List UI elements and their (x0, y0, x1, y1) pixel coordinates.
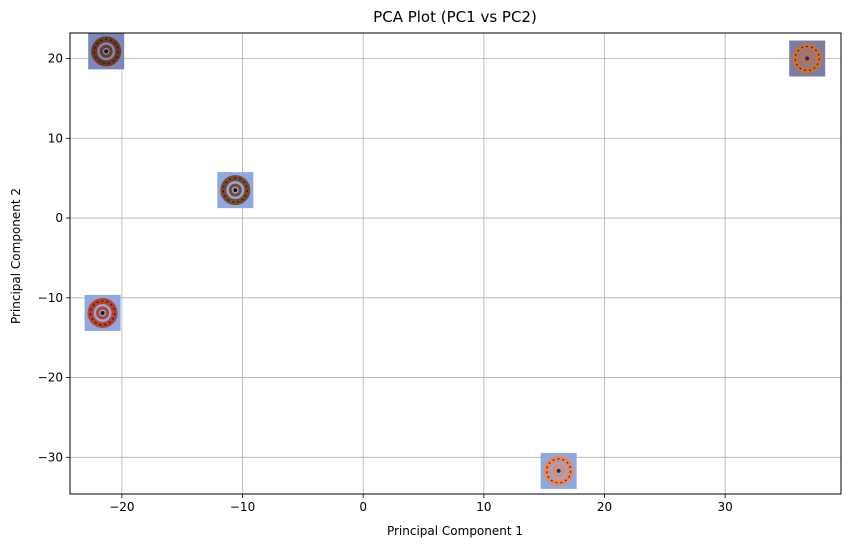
x-tick-label: 0 (359, 500, 367, 514)
snake-thumbnail-icon (87, 297, 118, 328)
y-tick-label: −10 (38, 291, 63, 305)
points (84, 33, 826, 489)
snake-thumbnail-icon (792, 43, 823, 74)
snake-thumbnail-icon (91, 36, 122, 67)
y-axis-ticks: −30 −20 −10 0 10 20 (38, 52, 70, 464)
x-tick-label: 20 (597, 500, 612, 514)
data-point (789, 40, 826, 77)
y-tick-label: 10 (48, 131, 63, 145)
chart-title: PCA Plot (PC1 vs PC2) (373, 8, 537, 26)
data-point (88, 33, 125, 70)
x-tick-label: 10 (476, 500, 491, 514)
data-point (84, 294, 121, 331)
snake-thumbnail-icon (220, 175, 251, 206)
x-tick-label: −10 (230, 500, 255, 514)
grid (70, 33, 841, 494)
x-tick-label: −20 (109, 500, 134, 514)
x-axis-ticks: −20 −10 0 10 20 30 (109, 494, 733, 514)
y-tick-label: −20 (38, 371, 63, 385)
y-axis-label: Principal Component 2 (9, 188, 23, 324)
y-tick-label: 0 (55, 211, 63, 225)
plot-frame (69, 32, 842, 495)
x-axis-label: Principal Component 1 (387, 524, 523, 538)
snake-thumbnail-icon (543, 455, 574, 486)
y-tick-label: −30 (38, 450, 63, 464)
data-point (540, 452, 577, 489)
data-point (217, 172, 254, 209)
x-tick-label: 30 (718, 500, 733, 514)
y-tick-label: 20 (48, 52, 63, 66)
